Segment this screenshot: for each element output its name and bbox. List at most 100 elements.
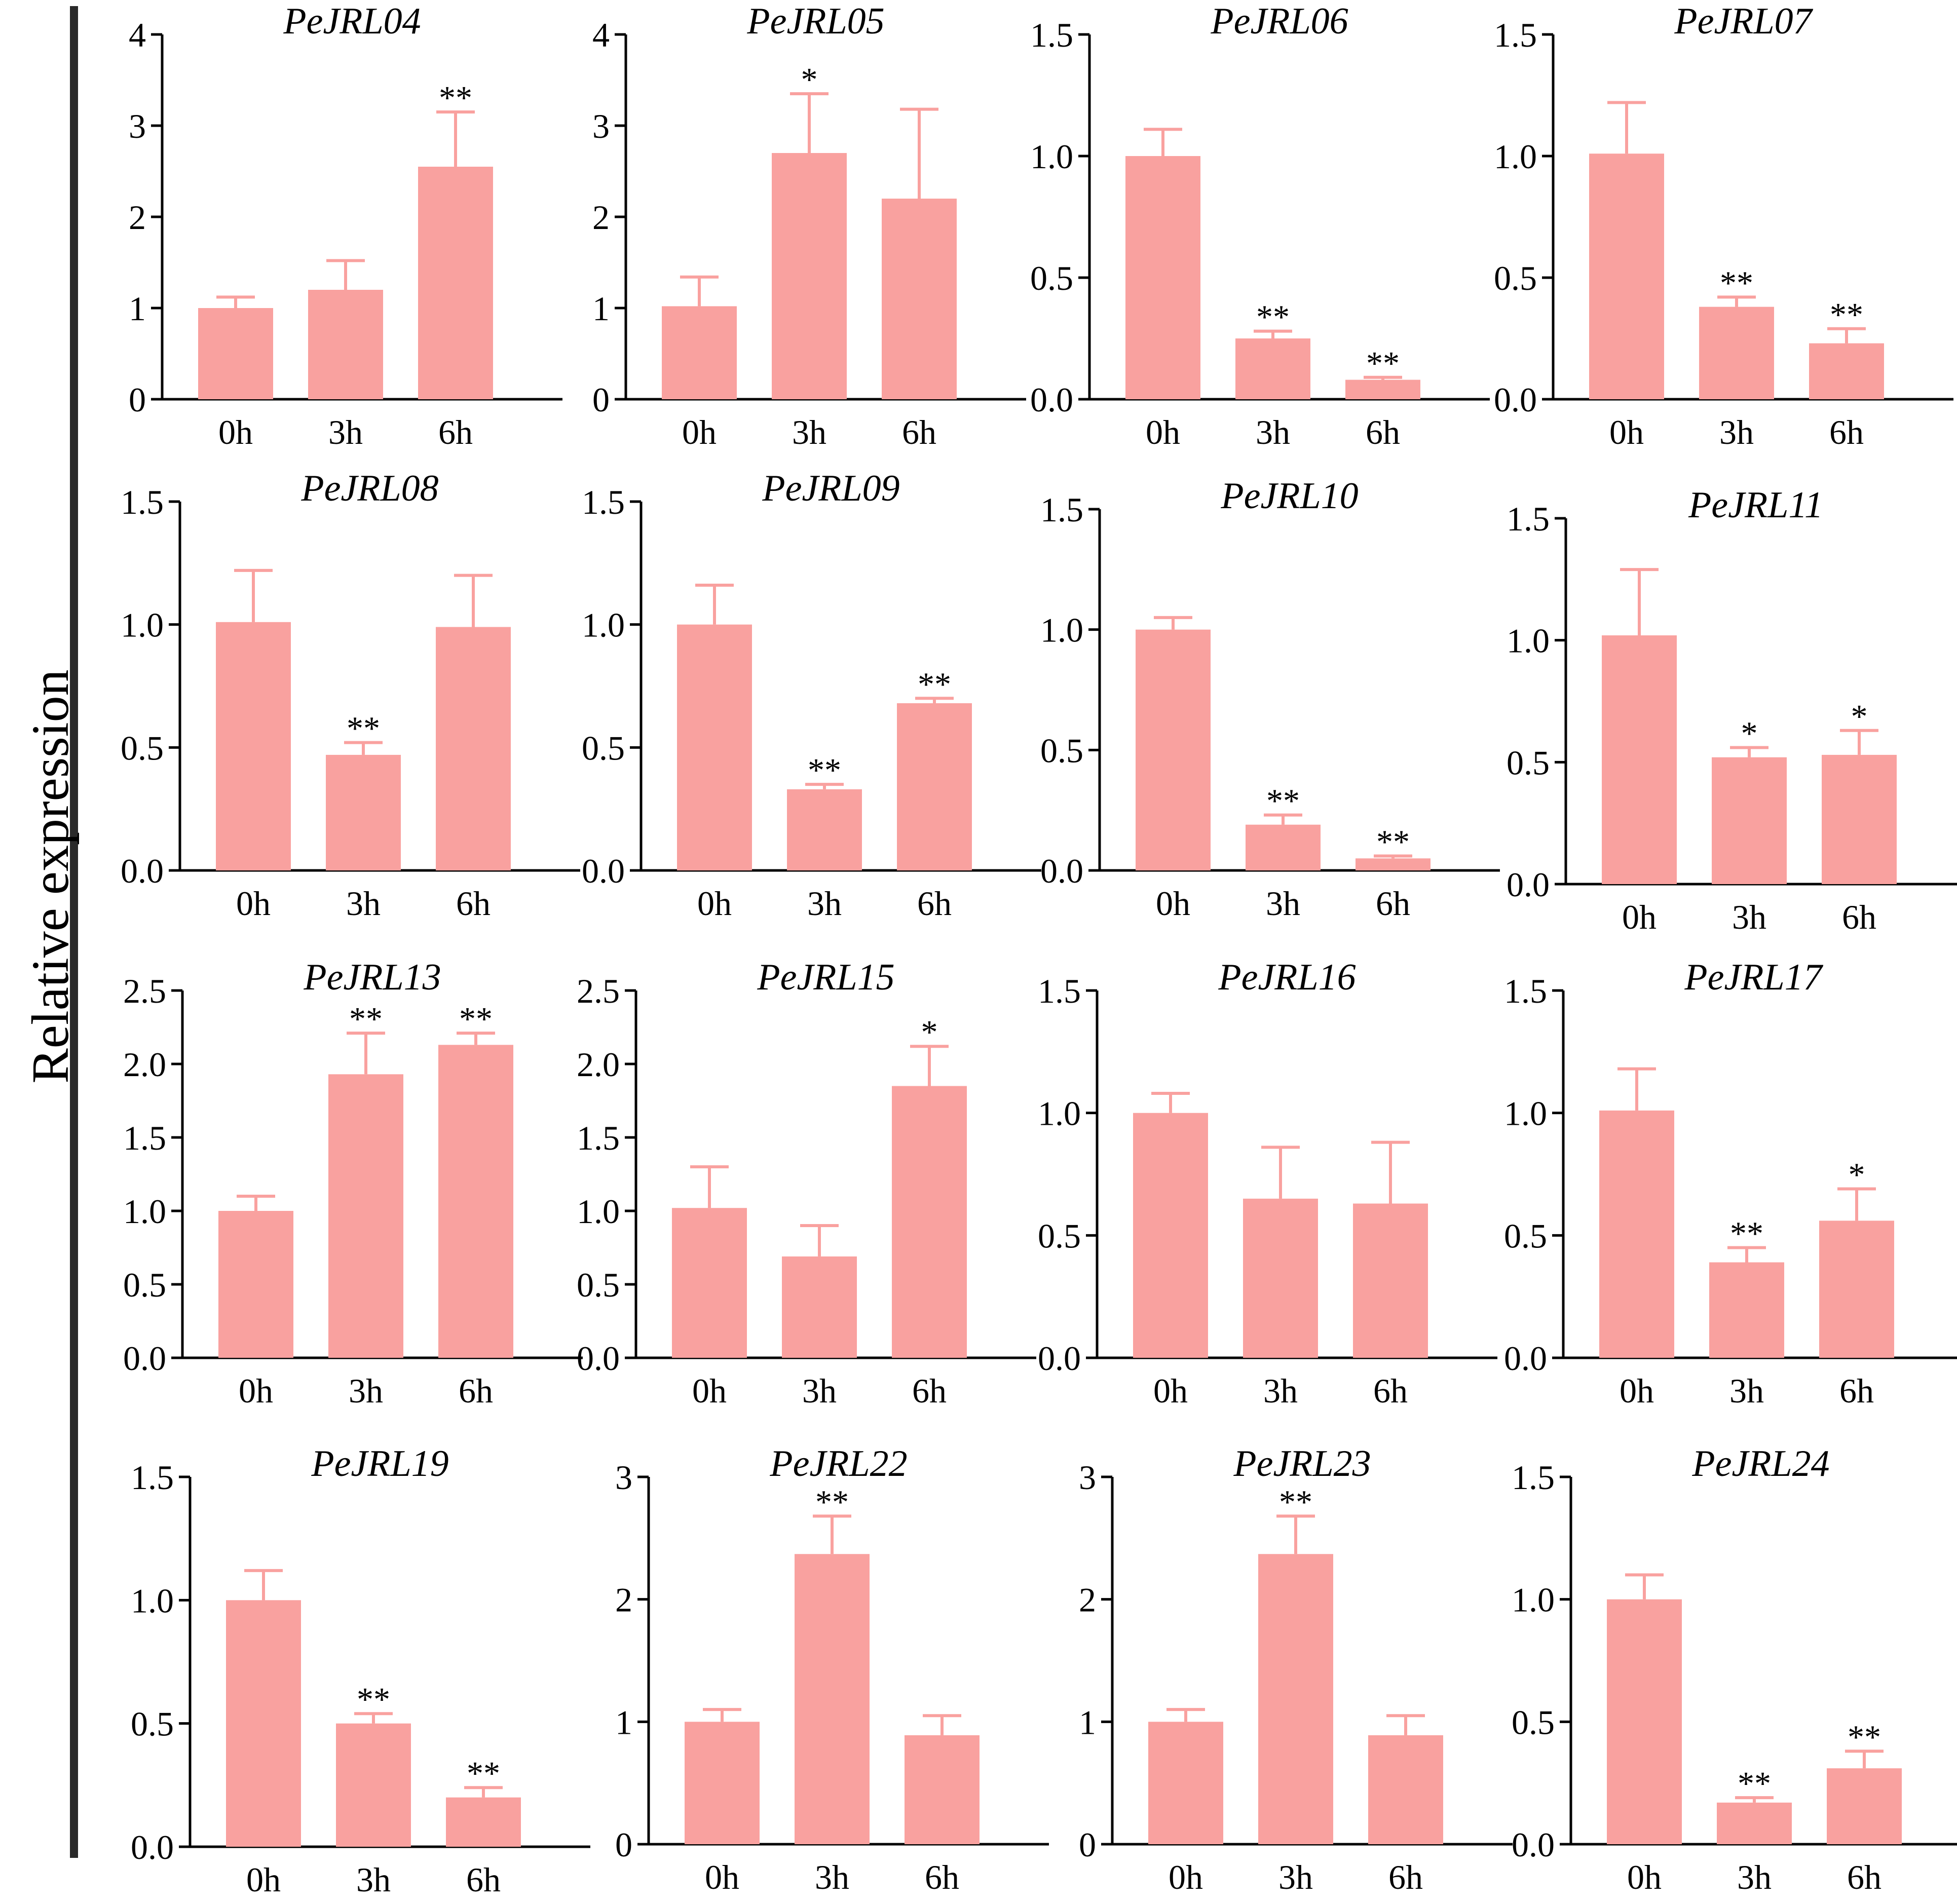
significance-label: *: [921, 1014, 938, 1051]
bar: [226, 1600, 301, 1847]
bar: [1822, 754, 1897, 884]
y-tick-label: 0.0: [1040, 852, 1083, 890]
significance-label: **: [347, 710, 380, 747]
y-tick-label: 1.5: [1494, 16, 1537, 54]
x-tick-label: 0h: [246, 1860, 281, 1899]
panel-title: PeJRL13: [303, 957, 441, 998]
y-tick-label: 2.0: [577, 1045, 620, 1084]
y-tick-label: 0.0: [123, 1339, 166, 1378]
x-tick-label: 0h: [1169, 1858, 1203, 1896]
x-tick-label: 3h: [356, 1860, 391, 1899]
y-tick-label: 1.0: [1507, 622, 1550, 660]
panel-title: PeJRL22: [769, 1443, 907, 1484]
x-tick-label: 3h: [1256, 413, 1290, 451]
bar: [1607, 1599, 1682, 1844]
x-tick-label: 0h: [236, 884, 271, 923]
chart-panel-pejrl13: PeJRL13 0.0 0.5 1.0 1.5 2.0 2.5 0h 3h ** 6h **: [123, 957, 583, 1410]
y-tick-label: 0.0: [1038, 1339, 1081, 1378]
bar: [418, 167, 493, 399]
chart-panel-pejrl04: PeJRL04 0 1 2 3 4 0h 3h 6h **: [129, 1, 562, 451]
bar: [795, 1554, 870, 1844]
bar: [1353, 1203, 1428, 1358]
bar: [1246, 824, 1321, 870]
bar: [1125, 156, 1200, 399]
y-tick-label: 0.0: [577, 1339, 620, 1378]
y-tick-label: 1.5: [1038, 972, 1081, 1010]
bar: [1356, 858, 1431, 870]
y-tick-label: 0: [615, 1825, 632, 1864]
bar: [1235, 338, 1310, 399]
bar: [218, 1211, 293, 1358]
y-tick-label: 1: [1079, 1703, 1096, 1741]
significance-label: *: [801, 61, 818, 98]
x-tick-label: 0h: [692, 1372, 727, 1410]
panel-title: PeJRL10: [1220, 475, 1358, 517]
y-tick-label: 1.5: [1507, 500, 1550, 538]
y-tick-label: 0.0: [582, 852, 625, 890]
x-tick-label: 3h: [1278, 1858, 1313, 1896]
y-tick-label: 1.5: [1504, 972, 1547, 1010]
bar: [1599, 1110, 1674, 1358]
bar: [1809, 343, 1884, 399]
x-tick-label: 0h: [1153, 1372, 1188, 1410]
bar: [662, 306, 737, 399]
x-tick-label: 3h: [1737, 1858, 1772, 1896]
x-tick-label: 6h: [1839, 1372, 1874, 1410]
bar: [308, 290, 383, 399]
x-tick-label: 3h: [1732, 898, 1766, 936]
bar: [1827, 1768, 1902, 1844]
x-tick-label: 6h: [902, 413, 936, 451]
significance-label: **: [1279, 1483, 1312, 1520]
y-tick-label: 1.5: [131, 1458, 174, 1497]
bar: [685, 1722, 760, 1844]
y-tick-label: 2.5: [123, 972, 166, 1010]
x-tick-label: 6h: [1847, 1858, 1881, 1896]
y-tick-label: 0: [592, 380, 610, 419]
bar: [1258, 1554, 1333, 1844]
y-tick-label: 1.0: [582, 606, 625, 644]
panel-title: PeJRL11: [1688, 484, 1823, 526]
y-tick-label: 1.0: [1504, 1094, 1547, 1133]
y-tick-label: 1.0: [123, 1192, 166, 1231]
bar: [1133, 1113, 1208, 1358]
bar: [1243, 1198, 1318, 1358]
significance-label: **: [1376, 823, 1410, 860]
significance-label: *: [1849, 1157, 1865, 1194]
bar: [1712, 757, 1787, 884]
panel-title: PeJRL09: [762, 468, 899, 509]
bar: [1136, 629, 1211, 870]
bar: [882, 199, 957, 399]
y-tick-label: 0.5: [582, 729, 625, 767]
y-tick-label: 0.5: [1040, 731, 1083, 770]
y-tick-label: 1.5: [577, 1119, 620, 1157]
panel-title: PeJRL06: [1210, 1, 1348, 42]
panel-title: PeJRL15: [757, 957, 894, 998]
y-tick-label: 1.5: [123, 1119, 166, 1157]
significance-label: **: [459, 1001, 493, 1038]
significance-label: **: [1266, 783, 1300, 820]
x-tick-label: 0h: [697, 884, 732, 923]
panel-title: PeJRL16: [1218, 957, 1356, 998]
y-tick-label: 1.0: [1030, 137, 1073, 176]
significance-label: **: [357, 1681, 390, 1718]
y-tick-label: 1: [129, 289, 146, 328]
chart-panel-pejrl06: PeJRL06 0.0 0.5 1.0 1.5 0h 3h ** 6h **: [1030, 1, 1490, 451]
panel-title: PeJRL05: [746, 1, 884, 42]
x-tick-label: 3h: [807, 884, 842, 923]
y-tick-label: 1.5: [1040, 490, 1083, 529]
figure-left-rule: [70, 6, 78, 1858]
significance-label: **: [1730, 1215, 1763, 1252]
bar: [198, 308, 273, 399]
y-tick-label: 0.0: [1504, 1339, 1547, 1378]
bar: [1709, 1262, 1784, 1358]
y-tick-label: 0.5: [121, 729, 164, 767]
x-tick-label: 6h: [466, 1860, 501, 1899]
x-tick-label: 6h: [925, 1858, 959, 1896]
bar: [905, 1735, 980, 1844]
x-tick-label: 0h: [1156, 884, 1190, 923]
bar: [326, 754, 401, 870]
x-tick-label: 0h: [682, 413, 717, 451]
chart-panel-pejrl07: PeJRL07 0.0 0.5 1.0 1.5 0h 3h ** 6h **: [1494, 1, 1953, 451]
significance-label: **: [1830, 296, 1863, 333]
